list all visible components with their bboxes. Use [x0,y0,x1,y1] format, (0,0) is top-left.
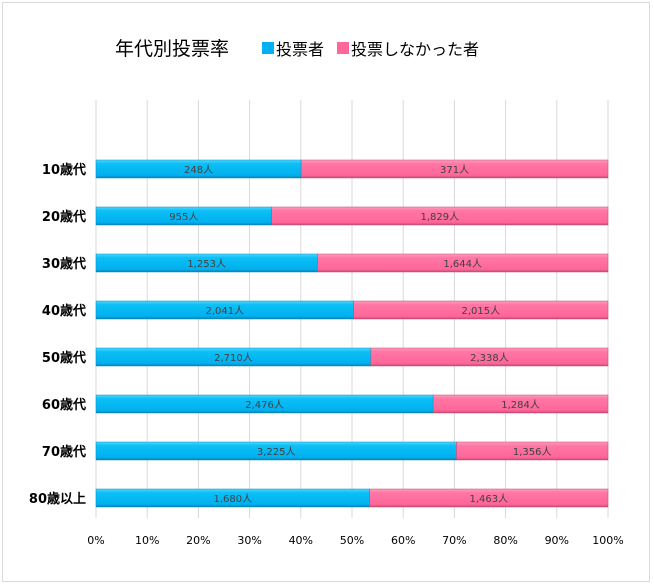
data-label-nonvoters: 1,463人 [470,493,509,505]
data-label-voters: 3,225人 [257,446,296,458]
x-tick-label: 0% [87,534,104,547]
x-tick-label: 90% [545,534,569,547]
bar-nonvoters [353,300,609,320]
data-label-nonvoters: 2,015人 [462,305,501,317]
data-label-nonvoters: 371人 [440,164,469,176]
legend-item-nonvoters: 投票しなかった者 [337,36,479,60]
x-tick-label: 40% [289,534,313,547]
data-label-nonvoters: 2,338人 [470,352,509,364]
bar-nonvoters [369,488,609,508]
data-label-voters: 1,680人 [214,493,253,505]
bar-nonvoters [300,159,609,179]
y-category-label: 20歳代 [42,209,86,225]
chart-title: 年代別投票率 [115,38,230,60]
data-label-voters: 955人 [169,211,198,223]
data-label-voters: 248人 [184,164,213,176]
data-label-voters: 2,710人 [214,352,253,364]
x-tick-label: 20% [186,534,210,547]
x-tick-label: 50% [340,534,364,547]
data-label-nonvoters: 1,356人 [513,446,552,458]
y-category-label: 80歳以上 [29,491,86,507]
x-tick-label: 30% [237,534,261,547]
x-tick-label: 80% [493,534,517,547]
x-tick-label: 100% [592,534,623,547]
legend-item-voters: 投票者 [262,36,324,60]
y-category-label: 30歳代 [42,256,86,272]
x-tick-label: 10% [135,534,159,547]
y-category-label: 50歳代 [42,350,86,366]
data-label-nonvoters: 1,829人 [420,211,459,223]
legend-label: 投票しなかった者 [351,40,480,59]
x-tick-label: 60% [391,534,415,547]
bar-nonvoters [271,206,609,226]
data-label-voters: 1,253人 [187,258,226,270]
bar-nonvoters [432,394,609,414]
y-category-label: 70歳代 [42,444,86,460]
data-label-nonvoters: 1,644人 [443,258,482,270]
legend-label: 投票者 [276,40,325,59]
bar-nonvoters [370,347,609,367]
y-category-label: 10歳代 [42,162,86,178]
y-category-label: 60歳代 [42,397,86,413]
legend-swatch [262,42,274,54]
bar-nonvoters [317,253,609,273]
data-label-voters: 2,041人 [206,305,245,317]
data-label-nonvoters: 1,284人 [501,399,540,411]
legend-swatch [337,42,349,54]
x-tick-label: 70% [442,534,466,547]
bar-nonvoters [456,441,609,461]
data-label-voters: 2,476人 [245,399,284,411]
y-category-label: 40歳代 [42,303,86,319]
